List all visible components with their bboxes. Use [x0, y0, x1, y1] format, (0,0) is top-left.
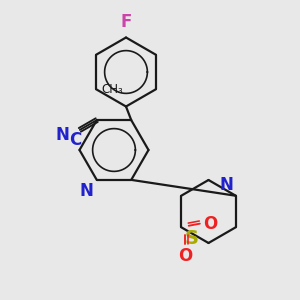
- Text: N: N: [220, 176, 233, 194]
- Text: O: O: [203, 215, 217, 233]
- Text: C: C: [69, 131, 81, 149]
- Text: F: F: [120, 13, 132, 31]
- Text: N: N: [80, 182, 94, 200]
- Text: O: O: [178, 247, 192, 265]
- Text: N: N: [56, 126, 69, 144]
- Text: CH₃: CH₃: [101, 83, 123, 96]
- Text: S: S: [185, 229, 199, 248]
